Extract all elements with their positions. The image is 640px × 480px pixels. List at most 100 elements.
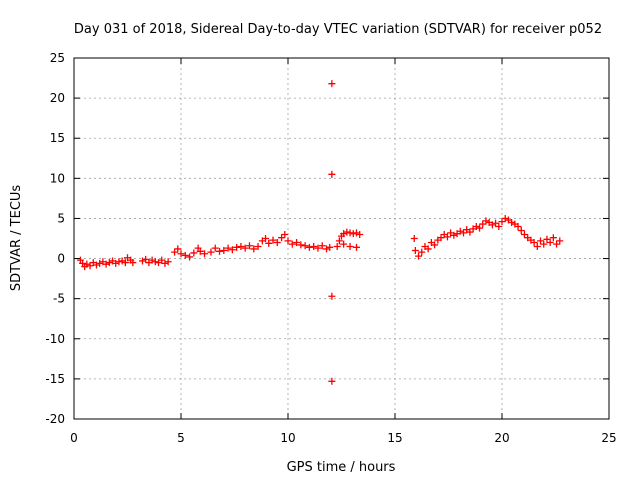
data-point	[112, 259, 120, 267]
data-point	[556, 237, 564, 245]
data-point	[129, 259, 137, 267]
data-point	[328, 80, 336, 88]
y-tick-label: -20	[45, 412, 65, 426]
data-point	[479, 220, 487, 228]
x-tick-label: 5	[177, 431, 185, 445]
data-point	[437, 234, 445, 242]
data-point	[96, 259, 104, 267]
data-point	[241, 244, 249, 252]
data-point	[305, 243, 313, 251]
data-point	[333, 243, 341, 251]
data-point	[288, 240, 296, 248]
data-point	[177, 250, 185, 258]
data-point	[476, 224, 484, 232]
y-tick-label: 0	[57, 252, 65, 266]
data-point	[297, 241, 305, 249]
data-point	[171, 248, 179, 256]
data-point	[262, 235, 270, 242]
data-point	[352, 229, 360, 237]
data-point	[472, 222, 480, 230]
data-point	[301, 242, 309, 250]
data-point	[142, 255, 150, 263]
y-tick-label: -10	[45, 332, 65, 346]
data-point	[530, 239, 538, 247]
data-point	[228, 246, 236, 254]
data-point	[508, 218, 516, 226]
data-point	[207, 248, 215, 256]
data-point	[201, 250, 209, 258]
y-tick-label: 10	[50, 171, 65, 185]
data-point	[517, 226, 525, 234]
data-point	[254, 243, 262, 251]
y-tick-label: 5	[57, 211, 65, 225]
data-point	[86, 262, 94, 270]
data-point	[501, 214, 509, 222]
data-point	[245, 242, 253, 250]
data-point	[138, 257, 146, 265]
data-point	[328, 170, 336, 178]
data-point	[537, 237, 545, 245]
data-point	[488, 221, 496, 229]
data-point	[343, 228, 351, 236]
data-point	[105, 259, 113, 267]
data-point	[314, 244, 322, 252]
data-point	[211, 244, 219, 252]
data-point	[356, 230, 364, 238]
data-point	[410, 235, 418, 242]
data-point	[115, 258, 123, 266]
data-point	[546, 239, 554, 247]
data-point	[443, 233, 451, 241]
x-tick-label: 10	[280, 431, 295, 445]
data-point	[174, 245, 182, 253]
x-tick-label: 25	[601, 431, 616, 445]
data-point	[148, 256, 156, 264]
y-tick-label: -5	[53, 292, 65, 306]
data-point	[164, 258, 172, 266]
data-point	[482, 217, 490, 225]
data-point	[450, 231, 458, 239]
data-point	[121, 259, 129, 267]
data-point	[346, 229, 354, 237]
data-point	[495, 222, 503, 230]
data-point	[411, 247, 419, 255]
data-point	[293, 239, 301, 247]
data-point	[349, 230, 357, 238]
data-point	[520, 230, 528, 238]
data-point	[233, 243, 241, 251]
data-point	[418, 248, 426, 256]
data-point	[151, 258, 159, 266]
data-point	[540, 240, 548, 248]
data-point	[269, 236, 277, 244]
data-point	[466, 228, 474, 236]
data-point	[318, 242, 326, 250]
x-tick-label: 0	[70, 431, 78, 445]
x-tick-label: 15	[387, 431, 402, 445]
data-point	[250, 245, 258, 253]
data-points	[76, 80, 564, 385]
y-axis-label: SDTVAR / TECUs	[9, 185, 24, 292]
data-point	[553, 240, 561, 248]
data-point	[328, 377, 336, 385]
data-point	[459, 229, 467, 237]
data-point	[181, 251, 189, 259]
data-point	[340, 230, 348, 238]
data-point	[220, 247, 228, 255]
data-point	[492, 219, 500, 227]
data-point	[514, 222, 522, 230]
data-point	[346, 243, 354, 251]
x-axis-label: GPS time / hours	[287, 460, 396, 475]
y-tick-label: -15	[45, 372, 65, 386]
data-point	[431, 241, 439, 249]
data-point	[424, 245, 432, 253]
data-point	[118, 257, 126, 265]
data-point	[352, 243, 360, 251]
data-point	[158, 256, 166, 264]
data-point	[161, 259, 169, 267]
data-point	[328, 292, 336, 300]
data-point	[335, 237, 343, 245]
data-point	[237, 243, 245, 251]
data-point	[83, 260, 91, 268]
data-point	[326, 243, 334, 251]
data-point	[216, 247, 224, 255]
